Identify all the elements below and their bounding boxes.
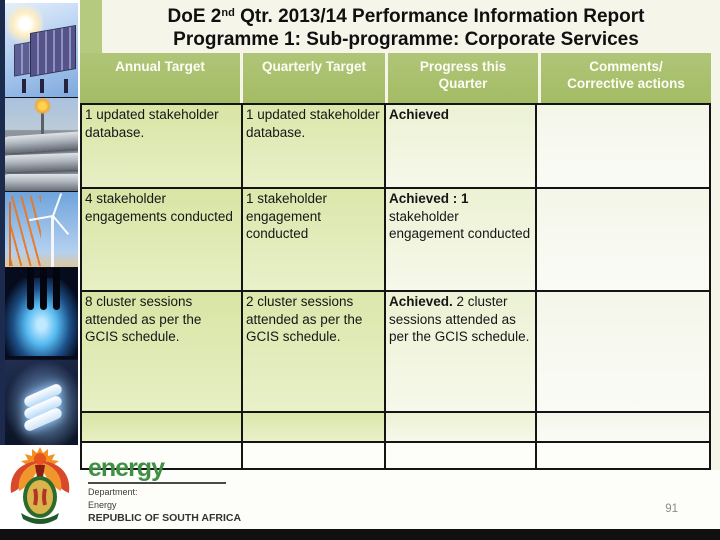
cell-comments bbox=[537, 443, 709, 468]
cell-progress: Achieved : 1 stakeholder engagement cond… bbox=[386, 189, 537, 292]
header-annual-target: Annual Target bbox=[80, 53, 240, 103]
crane bbox=[11, 196, 41, 266]
department-name: Energy bbox=[88, 500, 117, 510]
cell-annual-target bbox=[82, 413, 243, 443]
performance-table: 1 updated stakeholder database. 1 update… bbox=[80, 103, 711, 470]
sidebar-left-border bbox=[0, 0, 5, 500]
logo-rule bbox=[88, 482, 226, 484]
solar-panels-icon bbox=[5, 3, 78, 98]
cfl-lightbulb-icon bbox=[5, 360, 78, 445]
slide-lower-background bbox=[80, 470, 720, 540]
sa-coat-of-arms-icon bbox=[0, 445, 80, 529]
cell-annual-target: 8 cluster sessions attended as per the G… bbox=[82, 292, 243, 413]
slide-title: DoE 2nd Qtr. 2013/14 Performance Informa… bbox=[100, 2, 712, 51]
country-label: REPUBLIC OF SOUTH AFRICA bbox=[88, 512, 242, 524]
photo-sidebar bbox=[0, 0, 80, 540]
energy-logotype: energy bbox=[88, 454, 165, 482]
cell-progress bbox=[386, 443, 537, 468]
flare-flame bbox=[34, 98, 51, 114]
cell-comments bbox=[537, 292, 709, 413]
page-number: 91 bbox=[665, 503, 678, 515]
cell-comments bbox=[537, 105, 709, 189]
cell-annual-target: 4 stakeholder engagements conducted bbox=[82, 189, 243, 292]
header-progress-this-quarter: Progress this Quarter bbox=[388, 53, 538, 103]
title-line-1: DoE 2nd Qtr. 2013/14 Performance Informa… bbox=[167, 6, 645, 27]
cell-progress: Achieved. 2 cluster sessions attended as… bbox=[386, 292, 537, 413]
title-superscript: nd bbox=[221, 7, 235, 19]
gas-pipelines-icon bbox=[5, 98, 78, 192]
doe-logo: energy Department: Energy REPUBLIC OF SO… bbox=[88, 456, 241, 524]
cell-quarterly-target: 2 cluster sessions attended as per the G… bbox=[243, 292, 386, 413]
wind-turbine-icon bbox=[5, 192, 78, 268]
cell-progress bbox=[386, 413, 537, 443]
bottom-black-bar bbox=[0, 529, 720, 540]
cell-comments bbox=[537, 413, 709, 443]
green-accent-block bbox=[80, 0, 102, 53]
cell-quarterly-target: 1 stakeholder engagement conducted bbox=[243, 189, 386, 292]
cell-annual-target bbox=[82, 443, 243, 468]
header-quarterly-target: Quarterly Target bbox=[243, 53, 385, 103]
title-line-2: Programme 1: Sub-programme: Corporate Se… bbox=[173, 29, 639, 50]
cell-quarterly-target: 1 updated stakeholder database. bbox=[243, 105, 386, 189]
cell-comments bbox=[537, 189, 709, 292]
cell-quarterly-target bbox=[243, 413, 386, 443]
department-label: Department: bbox=[88, 487, 138, 497]
electric-plug-glow-icon bbox=[5, 268, 78, 360]
cell-quarterly-target bbox=[243, 443, 386, 468]
table-header-row: Annual Target Quarterly Target Progress … bbox=[80, 53, 711, 103]
cell-progress: Achieved bbox=[386, 105, 537, 189]
header-comments-corrective-actions: Comments/ Corrective actions bbox=[541, 53, 711, 103]
cell-annual-target: 1 updated stakeholder database. bbox=[82, 105, 243, 189]
